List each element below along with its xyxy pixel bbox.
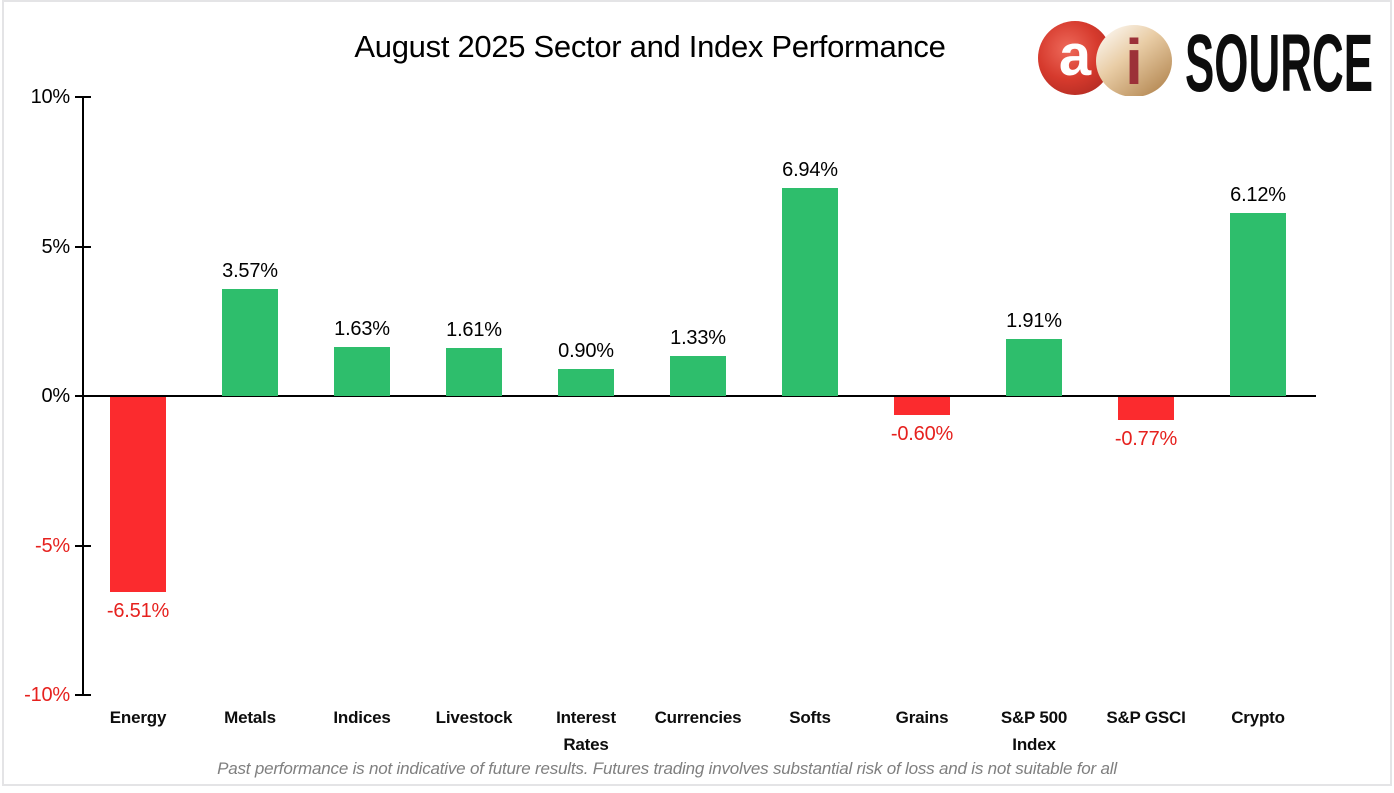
bar-interest-rates bbox=[558, 369, 614, 396]
bar-currencies bbox=[670, 356, 726, 396]
category-label-crypto: Crypto bbox=[1198, 704, 1318, 731]
category-label-line: Index bbox=[1012, 735, 1056, 754]
category-label-line: S&P GSCI bbox=[1106, 708, 1186, 727]
logo-gold-circle bbox=[1096, 25, 1172, 97]
y-tick-10 bbox=[75, 96, 91, 98]
bar-indices bbox=[334, 347, 390, 396]
value-label-energy: -6.51% bbox=[106, 599, 170, 622]
category-label-line: Livestock bbox=[435, 708, 513, 727]
logo-wordmark: SOURCE bbox=[1185, 18, 1373, 96]
chart-title: August 2025 Sector and Index Performance bbox=[354, 29, 946, 64]
bar-crypto bbox=[1230, 213, 1286, 396]
disclaimer-text: Past performance is not indicative of fu… bbox=[217, 759, 1117, 778]
category-label-line: S&P 500 bbox=[1000, 708, 1068, 727]
logo-red-circle bbox=[1038, 21, 1112, 95]
category-label-interest-rates: Interest Rates bbox=[526, 704, 646, 758]
y-axis-label-10: 10% bbox=[30, 86, 71, 108]
bar-s-p-500-index bbox=[1006, 338, 1062, 396]
category-label-energy: Energy bbox=[78, 704, 198, 731]
y-tick-5 bbox=[75, 544, 91, 547]
category-label-line: Crypto bbox=[1231, 708, 1285, 727]
category-label-s-p-gsci: S&P GSCI bbox=[1086, 704, 1206, 731]
value-label-s-p-500-index: 1.91% bbox=[1006, 309, 1062, 332]
logo-letter-i: i bbox=[1125, 26, 1143, 96]
category-label-line: Energy bbox=[109, 708, 167, 727]
bar-grains bbox=[894, 397, 950, 415]
category-label-s-p-500-index: S&P 500 Index bbox=[974, 704, 1094, 758]
y-axis-label-10: -10% bbox=[24, 684, 70, 706]
category-label-livestock: Livestock bbox=[414, 704, 534, 731]
category-label-metals: Metals bbox=[190, 704, 310, 731]
category-label-softs: Softs bbox=[750, 704, 870, 731]
logo-letter-a: a bbox=[1059, 23, 1092, 88]
y-tick-10 bbox=[75, 694, 91, 696]
value-label-grains: -0.60% bbox=[890, 422, 954, 445]
value-label-crypto: 6.12% bbox=[1230, 184, 1286, 206]
value-label-livestock: 1.61% bbox=[446, 318, 502, 341]
category-label-line: Indices bbox=[333, 708, 391, 727]
category-label-line: Metals bbox=[224, 708, 276, 727]
category-label-line: Interest bbox=[556, 708, 616, 727]
category-label-grains: Grains bbox=[862, 704, 982, 731]
value-label-softs: 6.94% bbox=[782, 159, 838, 182]
y-tick-0 bbox=[75, 395, 91, 397]
category-label-line: Currencies bbox=[654, 708, 742, 727]
y-tick-5 bbox=[75, 245, 91, 248]
value-label-indices: 1.63% bbox=[334, 318, 390, 341]
zero-baseline bbox=[83, 395, 1316, 397]
value-label-currencies: 1.33% bbox=[670, 327, 726, 350]
y-axis-label-0: 0% bbox=[41, 385, 70, 407]
value-label-interest-rates: 0.90% bbox=[558, 340, 614, 363]
y-axis-label-5: 5% bbox=[41, 235, 70, 258]
category-label-line: Softs bbox=[789, 708, 831, 727]
category-label-currencies: Currencies bbox=[638, 704, 758, 731]
bar-softs bbox=[782, 188, 838, 396]
aisource-logo: a i SOURCE bbox=[1035, 8, 1375, 109]
bar-metals bbox=[222, 289, 278, 396]
bar-livestock bbox=[446, 347, 502, 396]
y-axis-label-5: -5% bbox=[35, 534, 70, 557]
bar-energy bbox=[110, 397, 166, 592]
category-label-line: Grains bbox=[895, 708, 949, 727]
category-label-indices: Indices bbox=[302, 704, 422, 731]
aisource-logo-graphic: a i SOURCE bbox=[1038, 18, 1373, 109]
category-label-line: Rates bbox=[563, 735, 609, 754]
value-label-s-p-gsci: -0.77% bbox=[1114, 428, 1178, 451]
value-label-metals: 3.57% bbox=[222, 260, 278, 283]
bar-s-p-gsci bbox=[1118, 397, 1174, 421]
